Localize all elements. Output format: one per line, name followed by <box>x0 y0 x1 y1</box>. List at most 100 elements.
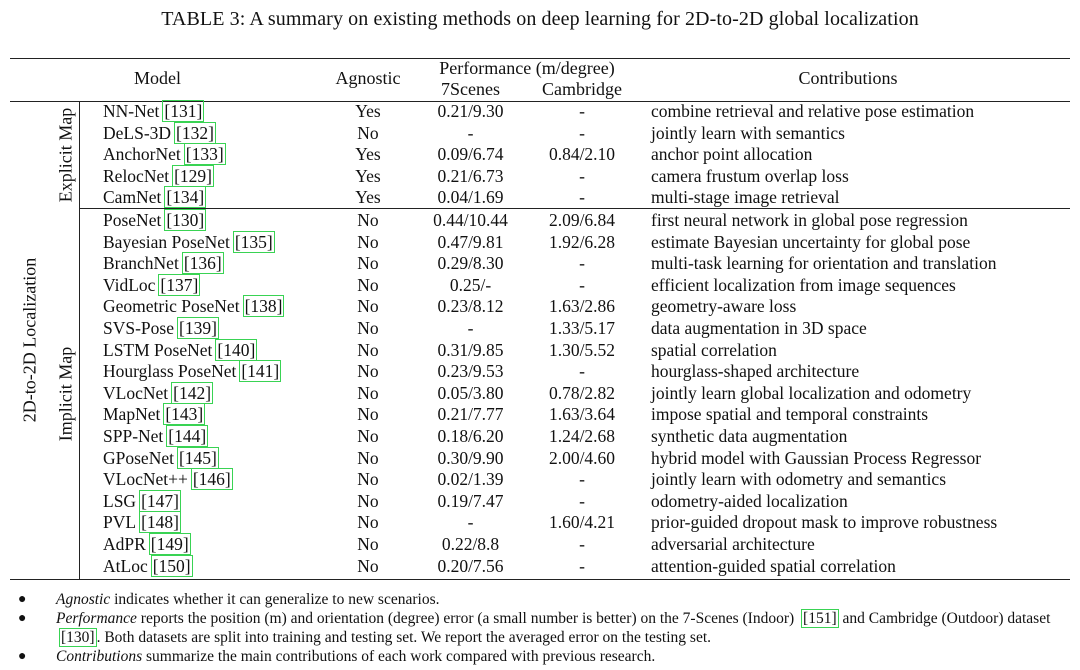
cell-contributions: prior-guided dropout mask to improve rob… <box>651 512 998 533</box>
citation-link[interactable]: [139] <box>177 317 219 339</box>
citation-link[interactable]: [130] <box>164 209 207 231</box>
cell-model: CamNet [134] <box>103 186 207 209</box>
citation-link[interactable]: [129] <box>172 164 214 187</box>
citation-link[interactable]: [151] <box>801 609 839 628</box>
cell-cambridge: 1.63/3.64 <box>548 404 616 425</box>
table-notes: ● Agnostic indicates whether it can gene… <box>14 590 1080 666</box>
cell-contributions: data augmentation in 3D space <box>651 318 867 338</box>
table-caption: TABLE 3: A summary on existing methods o… <box>161 8 919 30</box>
citation-link[interactable]: [146] <box>190 468 233 491</box>
cell-7scenes: 0.47/9.81 <box>437 231 504 252</box>
citation-link[interactable]: [145] <box>176 446 219 469</box>
cell-model: AtLoc [150] <box>103 554 193 577</box>
note-contributions: ● Contributions summarize the main contr… <box>14 647 1080 666</box>
cell-7scenes: 0.22/8.8 <box>441 534 500 554</box>
cell-cambridge: - <box>579 534 585 554</box>
cell-agnostic: No <box>357 253 379 274</box>
cell-agnostic: No <box>357 210 379 230</box>
model-name: VLocNet++ <box>103 469 188 490</box>
citation-link[interactable]: [131] <box>162 100 205 122</box>
cell-cambridge: - <box>579 101 585 121</box>
cell-contributions: attention-guided spatial correlation <box>651 555 896 576</box>
cell-contributions: synthetic data augmentation <box>651 426 848 446</box>
header-rule <box>10 101 1070 102</box>
model-name: AtLoc <box>103 555 148 576</box>
citation-link[interactable]: [148] <box>139 511 181 534</box>
citation-link[interactable]: [133] <box>183 143 226 166</box>
cell-model: MapNet [143] <box>103 403 206 426</box>
cell-model: PoseNet [130] <box>103 209 207 231</box>
note-performance: ● Performance reports the position (m) a… <box>14 609 1080 647</box>
cell-contributions: combine retrieval and relative pose esti… <box>651 101 975 121</box>
cell-contributions: first neural network in global pose regr… <box>651 210 968 230</box>
cell-cambridge: - <box>579 165 585 186</box>
cell-agnostic: No <box>357 122 379 143</box>
citation-link[interactable]: [143] <box>163 403 206 426</box>
header-cambridge: Cambridge <box>542 79 622 99</box>
cell-agnostic: Yes <box>355 165 381 186</box>
cell-7scenes: 0.09/6.74 <box>437 144 504 165</box>
model-name: RelocNet <box>103 165 170 186</box>
citation-link[interactable]: [135] <box>232 230 275 253</box>
citation-link[interactable]: [140] <box>215 338 258 361</box>
citation-link[interactable]: [137] <box>158 273 201 296</box>
cell-cambridge: - <box>579 361 585 382</box>
citation-link[interactable]: [149] <box>148 533 191 555</box>
cell-agnostic: No <box>357 469 379 490</box>
cell-agnostic: No <box>357 426 379 446</box>
model-name: PoseNet <box>103 210 162 230</box>
cell-7scenes: 0.18/6.20 <box>437 426 504 446</box>
cell-7scenes: 0.21/9.30 <box>437 101 504 121</box>
cell-agnostic: No <box>357 555 379 576</box>
cell-model: VLocNet [142] <box>103 381 214 404</box>
cell-cambridge: - <box>579 122 585 143</box>
cell-cambridge: 0.84/2.10 <box>548 144 616 165</box>
cell-contributions: camera frustum overlap loss <box>651 165 849 186</box>
citation-link[interactable]: [134] <box>164 186 207 209</box>
group-label-outer: 2D-to-2D Localization <box>19 257 40 423</box>
citation-link[interactable]: [150] <box>150 554 193 577</box>
citation-link[interactable]: [136] <box>181 252 224 275</box>
model-name: PVL <box>103 512 137 533</box>
citation-link[interactable]: [138] <box>242 295 285 318</box>
cell-cambridge: 2.00/4.60 <box>548 447 616 468</box>
cell-7scenes: 0.44/10.44 <box>433 210 508 230</box>
cell-7scenes: 0.23/8.12 <box>437 296 504 317</box>
model-name: LSG <box>103 490 137 511</box>
cell-cambridge: 1.30/5.52 <box>548 339 616 360</box>
cell-cambridge: 2.09/6.84 <box>548 210 616 230</box>
citation-link[interactable]: [147] <box>139 489 181 512</box>
citation-link[interactable]: [132] <box>174 121 216 144</box>
cell-7scenes: 0.19/7.47 <box>437 490 504 511</box>
citation-link[interactable]: [142] <box>171 381 214 404</box>
model-name: VLocNet <box>103 382 169 403</box>
cell-cambridge: - <box>579 555 585 576</box>
note-text: summarize the main contributions of each… <box>142 648 656 665</box>
cell-cambridge: - <box>579 253 585 274</box>
cell-model: LSG [147] <box>103 489 181 512</box>
cell-model: BranchNet [136] <box>103 252 224 275</box>
note-term: Contributions <box>56 648 143 665</box>
citation-link[interactable]: [141] <box>239 360 282 383</box>
cell-model: GPoseNet [145] <box>103 446 219 469</box>
cell-cambridge: - <box>579 187 585 208</box>
cell-7scenes: - <box>467 318 474 338</box>
cell-contributions: spatial correlation <box>651 339 777 360</box>
note-agnostic: ● Agnostic indicates whether it can gene… <box>14 590 1080 609</box>
cell-cambridge: 1.24/2.68 <box>548 426 616 446</box>
cell-contributions: impose spatial and temporal constraints <box>651 404 929 425</box>
cell-7scenes: 0.04/1.69 <box>437 187 504 208</box>
cell-7scenes: 0.02/1.39 <box>437 469 504 490</box>
group-label-explicit: Explicit Map <box>55 107 76 203</box>
cell-contributions: jointly learn with semantics <box>651 122 845 143</box>
cell-model: VidLoc [137] <box>103 273 201 296</box>
cell-contributions: odometry-aided localization <box>651 490 848 511</box>
cell-model: PVL [148] <box>103 511 181 534</box>
citation-link[interactable]: [130] <box>59 628 97 647</box>
bullet-icon: ● <box>18 592 27 607</box>
citation-link[interactable]: [144] <box>166 425 209 447</box>
cell-7scenes: 0.30/9.90 <box>437 447 504 468</box>
group-divider-rule <box>79 208 1070 209</box>
note-term: Performance <box>56 610 137 627</box>
cell-model: Hourglass PoseNet [141] <box>103 360 282 383</box>
